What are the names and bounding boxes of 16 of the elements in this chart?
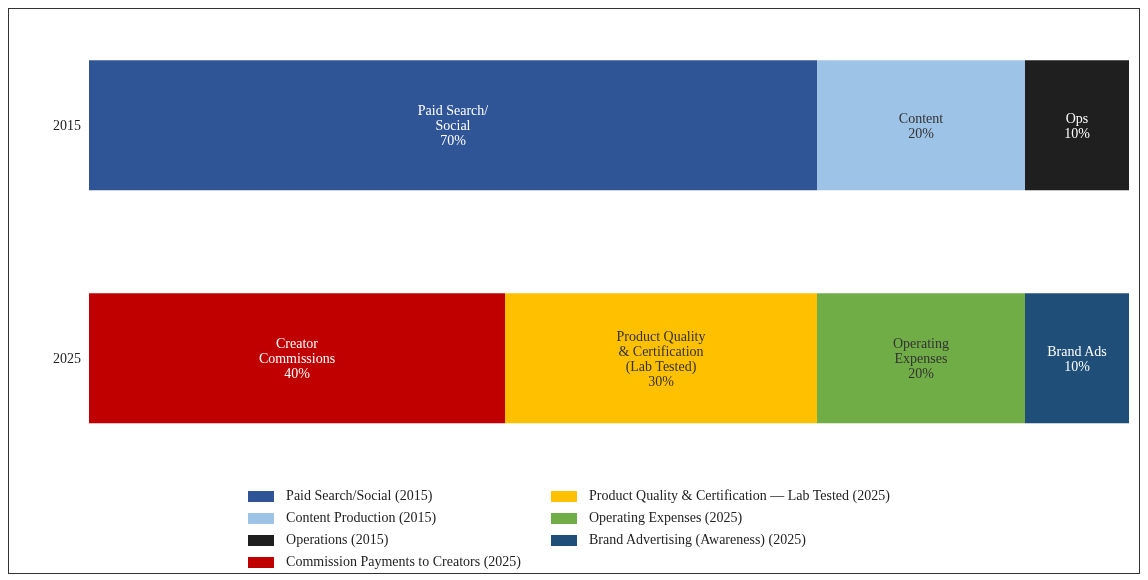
data-label: Content 20% <box>898 110 944 141</box>
legend-label: Brand Advertising (Awareness) (2025) <box>589 532 806 548</box>
data-label: Product Quality & Certification (Lab Tested) 30% <box>616 328 706 389</box>
legend-label: Product Quality & Certification — Lab Tested (2025) <box>589 488 890 504</box>
data-label: Paid Search/ Social 70% <box>417 102 489 148</box>
data-label: Creator Commissions 40% <box>258 335 336 381</box>
y-tick-label: 2015 <box>53 118 81 134</box>
data-label: Operating Expenses 20% <box>893 335 949 381</box>
legend-label: Operating Expenses (2025) <box>589 510 743 526</box>
legend-label: Paid Search/Social (2015) <box>286 488 433 504</box>
legend-label: Operations (2015) <box>286 532 389 548</box>
data-label: Ops 10% <box>1064 110 1091 141</box>
legend-label: Commission Payments to Creators (2025) <box>286 554 521 570</box>
data-label: Brand Ads 10% <box>1047 343 1107 374</box>
legend-label: Content Production (2015) <box>286 510 437 526</box>
y-tick-label: 2025 <box>53 351 81 367</box>
